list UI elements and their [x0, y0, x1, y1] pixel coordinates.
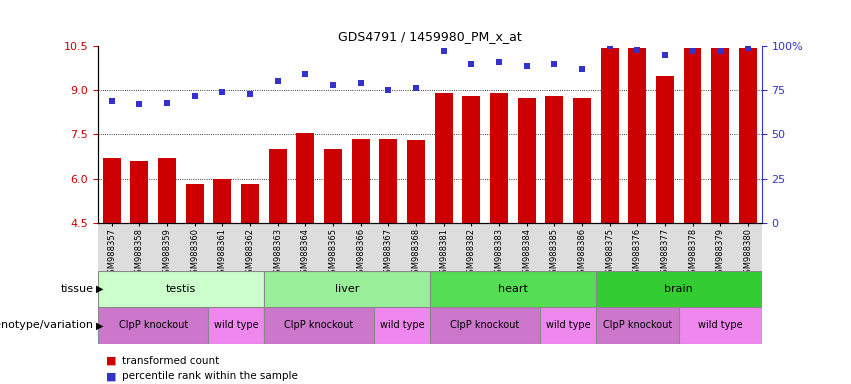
- Text: wild type: wild type: [545, 320, 591, 331]
- Point: [713, 48, 727, 55]
- Bar: [656, 76, 674, 223]
- Text: testis: testis: [166, 284, 196, 294]
- Point: [575, 66, 589, 72]
- Title: GDS4791 / 1459980_PM_x_at: GDS4791 / 1459980_PM_x_at: [338, 30, 522, 43]
- Bar: [517, 98, 535, 223]
- Text: wild type: wild type: [380, 320, 425, 331]
- Point: [271, 78, 284, 84]
- Bar: [679, 307, 762, 344]
- Point: [299, 71, 312, 78]
- Text: wild type: wild type: [214, 320, 259, 331]
- Bar: [596, 271, 762, 307]
- Text: ClpP knockout: ClpP knockout: [118, 320, 188, 331]
- Bar: [158, 158, 176, 223]
- Bar: [351, 139, 369, 223]
- Bar: [711, 48, 729, 223]
- Bar: [269, 149, 287, 223]
- Bar: [490, 93, 508, 223]
- Bar: [739, 48, 757, 223]
- Point: [133, 101, 146, 108]
- Text: liver: liver: [334, 284, 359, 294]
- Bar: [130, 161, 148, 223]
- Point: [105, 98, 118, 104]
- Text: ■: ■: [106, 371, 117, 381]
- Bar: [407, 140, 425, 223]
- Bar: [601, 48, 619, 223]
- Point: [492, 59, 505, 65]
- Text: percentile rank within the sample: percentile rank within the sample: [122, 371, 298, 381]
- Bar: [628, 48, 646, 223]
- Bar: [683, 48, 701, 223]
- Point: [631, 46, 644, 53]
- Text: brain: brain: [665, 284, 693, 294]
- Bar: [186, 184, 203, 223]
- Bar: [296, 133, 314, 223]
- Point: [354, 80, 368, 86]
- Bar: [241, 184, 259, 223]
- Text: ■: ■: [106, 356, 117, 366]
- Text: ▶: ▶: [96, 320, 104, 331]
- Point: [686, 48, 700, 55]
- Bar: [462, 96, 480, 223]
- Text: tissue: tissue: [60, 284, 94, 294]
- Bar: [324, 149, 342, 223]
- Bar: [98, 307, 208, 344]
- Text: genotype/variation: genotype/variation: [0, 320, 94, 331]
- Point: [188, 93, 202, 99]
- Bar: [596, 307, 679, 344]
- Bar: [98, 271, 264, 307]
- Text: ClpP knockout: ClpP knockout: [450, 320, 520, 331]
- Bar: [430, 307, 540, 344]
- Point: [243, 91, 257, 97]
- Bar: [214, 179, 231, 223]
- Bar: [208, 307, 264, 344]
- Bar: [545, 96, 563, 223]
- Point: [409, 85, 423, 91]
- Text: ▶: ▶: [96, 284, 104, 294]
- Point: [437, 48, 450, 55]
- Bar: [380, 139, 397, 223]
- Text: ClpP knockout: ClpP knockout: [603, 320, 671, 331]
- Bar: [374, 307, 430, 344]
- Point: [741, 45, 755, 51]
- Bar: [435, 93, 453, 223]
- Bar: [430, 271, 596, 307]
- Bar: [103, 158, 121, 223]
- Text: heart: heart: [498, 284, 528, 294]
- Bar: [573, 98, 591, 223]
- Point: [326, 82, 340, 88]
- Bar: [264, 271, 430, 307]
- Bar: [540, 307, 596, 344]
- Bar: [264, 307, 374, 344]
- Text: wild type: wild type: [698, 320, 742, 331]
- Point: [465, 61, 478, 67]
- Point: [215, 89, 229, 95]
- Text: ClpP knockout: ClpP knockout: [284, 320, 354, 331]
- Point: [381, 87, 395, 93]
- Point: [160, 99, 174, 106]
- Point: [547, 61, 561, 67]
- Text: transformed count: transformed count: [122, 356, 219, 366]
- Point: [658, 52, 671, 58]
- Point: [603, 43, 616, 49]
- Point: [520, 63, 534, 69]
